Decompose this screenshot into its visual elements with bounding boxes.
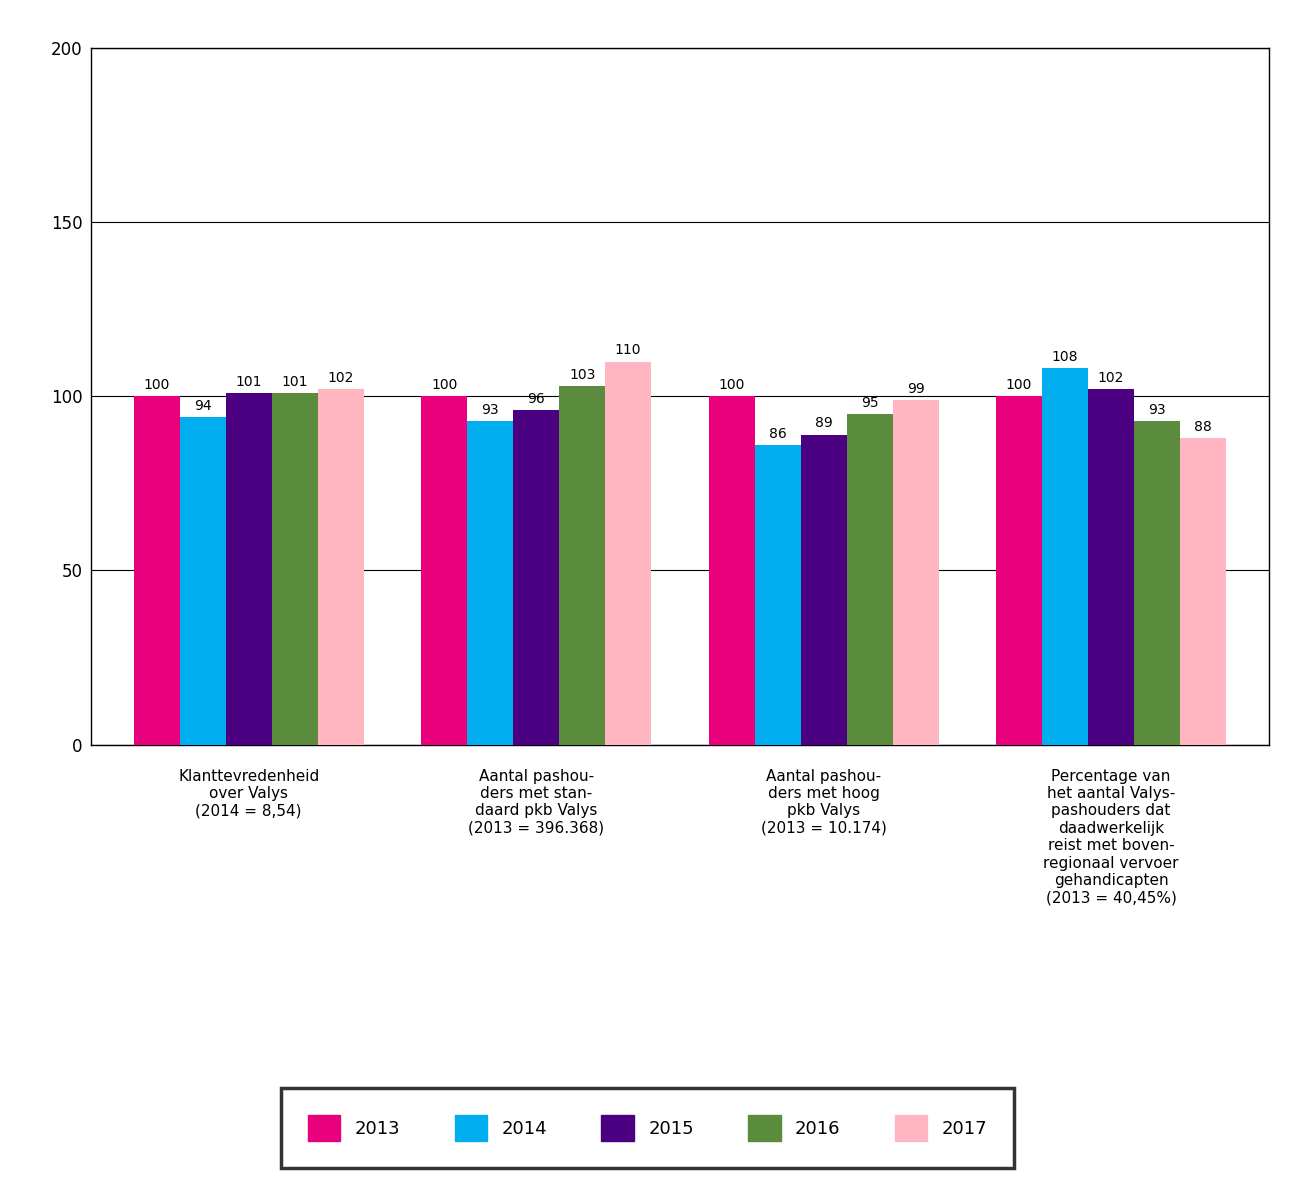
- Text: 100: 100: [431, 378, 457, 393]
- Text: 110: 110: [615, 343, 641, 358]
- Bar: [467, 420, 513, 745]
- Text: 101: 101: [236, 375, 262, 389]
- Bar: [513, 411, 559, 745]
- Text: 100: 100: [1006, 378, 1032, 393]
- Text: 100: 100: [719, 378, 745, 393]
- Text: Aantal pashou-
ders met hoog
pkb Valys
(2013 = 10.174): Aantal pashou- ders met hoog pkb Valys (…: [760, 769, 887, 836]
- Bar: [1134, 420, 1180, 745]
- Bar: [317, 389, 364, 745]
- Text: 95: 95: [861, 395, 878, 410]
- Text: 100: 100: [144, 378, 170, 393]
- Text: 93: 93: [482, 402, 499, 417]
- Text: Klanttevredenheid
over Valys
(2014 = 8,54): Klanttevredenheid over Valys (2014 = 8,5…: [179, 769, 320, 818]
- Text: 99: 99: [906, 382, 925, 395]
- Bar: [996, 396, 1042, 745]
- Bar: [272, 393, 317, 745]
- Bar: [559, 386, 605, 745]
- Bar: [225, 393, 272, 745]
- Text: 96: 96: [527, 392, 545, 406]
- Bar: [421, 396, 467, 745]
- Text: 88: 88: [1194, 420, 1212, 434]
- Legend: 2013, 2014, 2015, 2016, 2017: 2013, 2014, 2015, 2016, 2017: [281, 1088, 1014, 1167]
- Bar: [180, 417, 225, 745]
- Text: 89: 89: [815, 417, 833, 430]
- Bar: [1088, 389, 1134, 745]
- Bar: [708, 396, 755, 745]
- Bar: [1042, 369, 1088, 745]
- Bar: [755, 446, 800, 745]
- Bar: [1180, 438, 1226, 745]
- Text: 93: 93: [1149, 402, 1166, 417]
- Text: 101: 101: [281, 375, 308, 389]
- Bar: [892, 400, 939, 745]
- Bar: [605, 362, 651, 745]
- Text: 103: 103: [569, 368, 596, 382]
- Bar: [847, 413, 892, 745]
- Text: 108: 108: [1052, 351, 1079, 364]
- Text: 102: 102: [1098, 371, 1124, 386]
- Text: Percentage van
het aantal Valys-
pashouders dat
daadwerkelijk
reist met boven-
r: Percentage van het aantal Valys- pashoud…: [1044, 769, 1178, 906]
- Bar: [133, 396, 180, 745]
- Text: 94: 94: [194, 399, 211, 413]
- Bar: [800, 435, 847, 745]
- Text: 86: 86: [769, 426, 786, 441]
- Text: 102: 102: [328, 371, 354, 386]
- Text: Aantal pashou-
ders met stan-
daard pkb Valys
(2013 = 396.368): Aantal pashou- ders met stan- daard pkb …: [467, 769, 605, 836]
